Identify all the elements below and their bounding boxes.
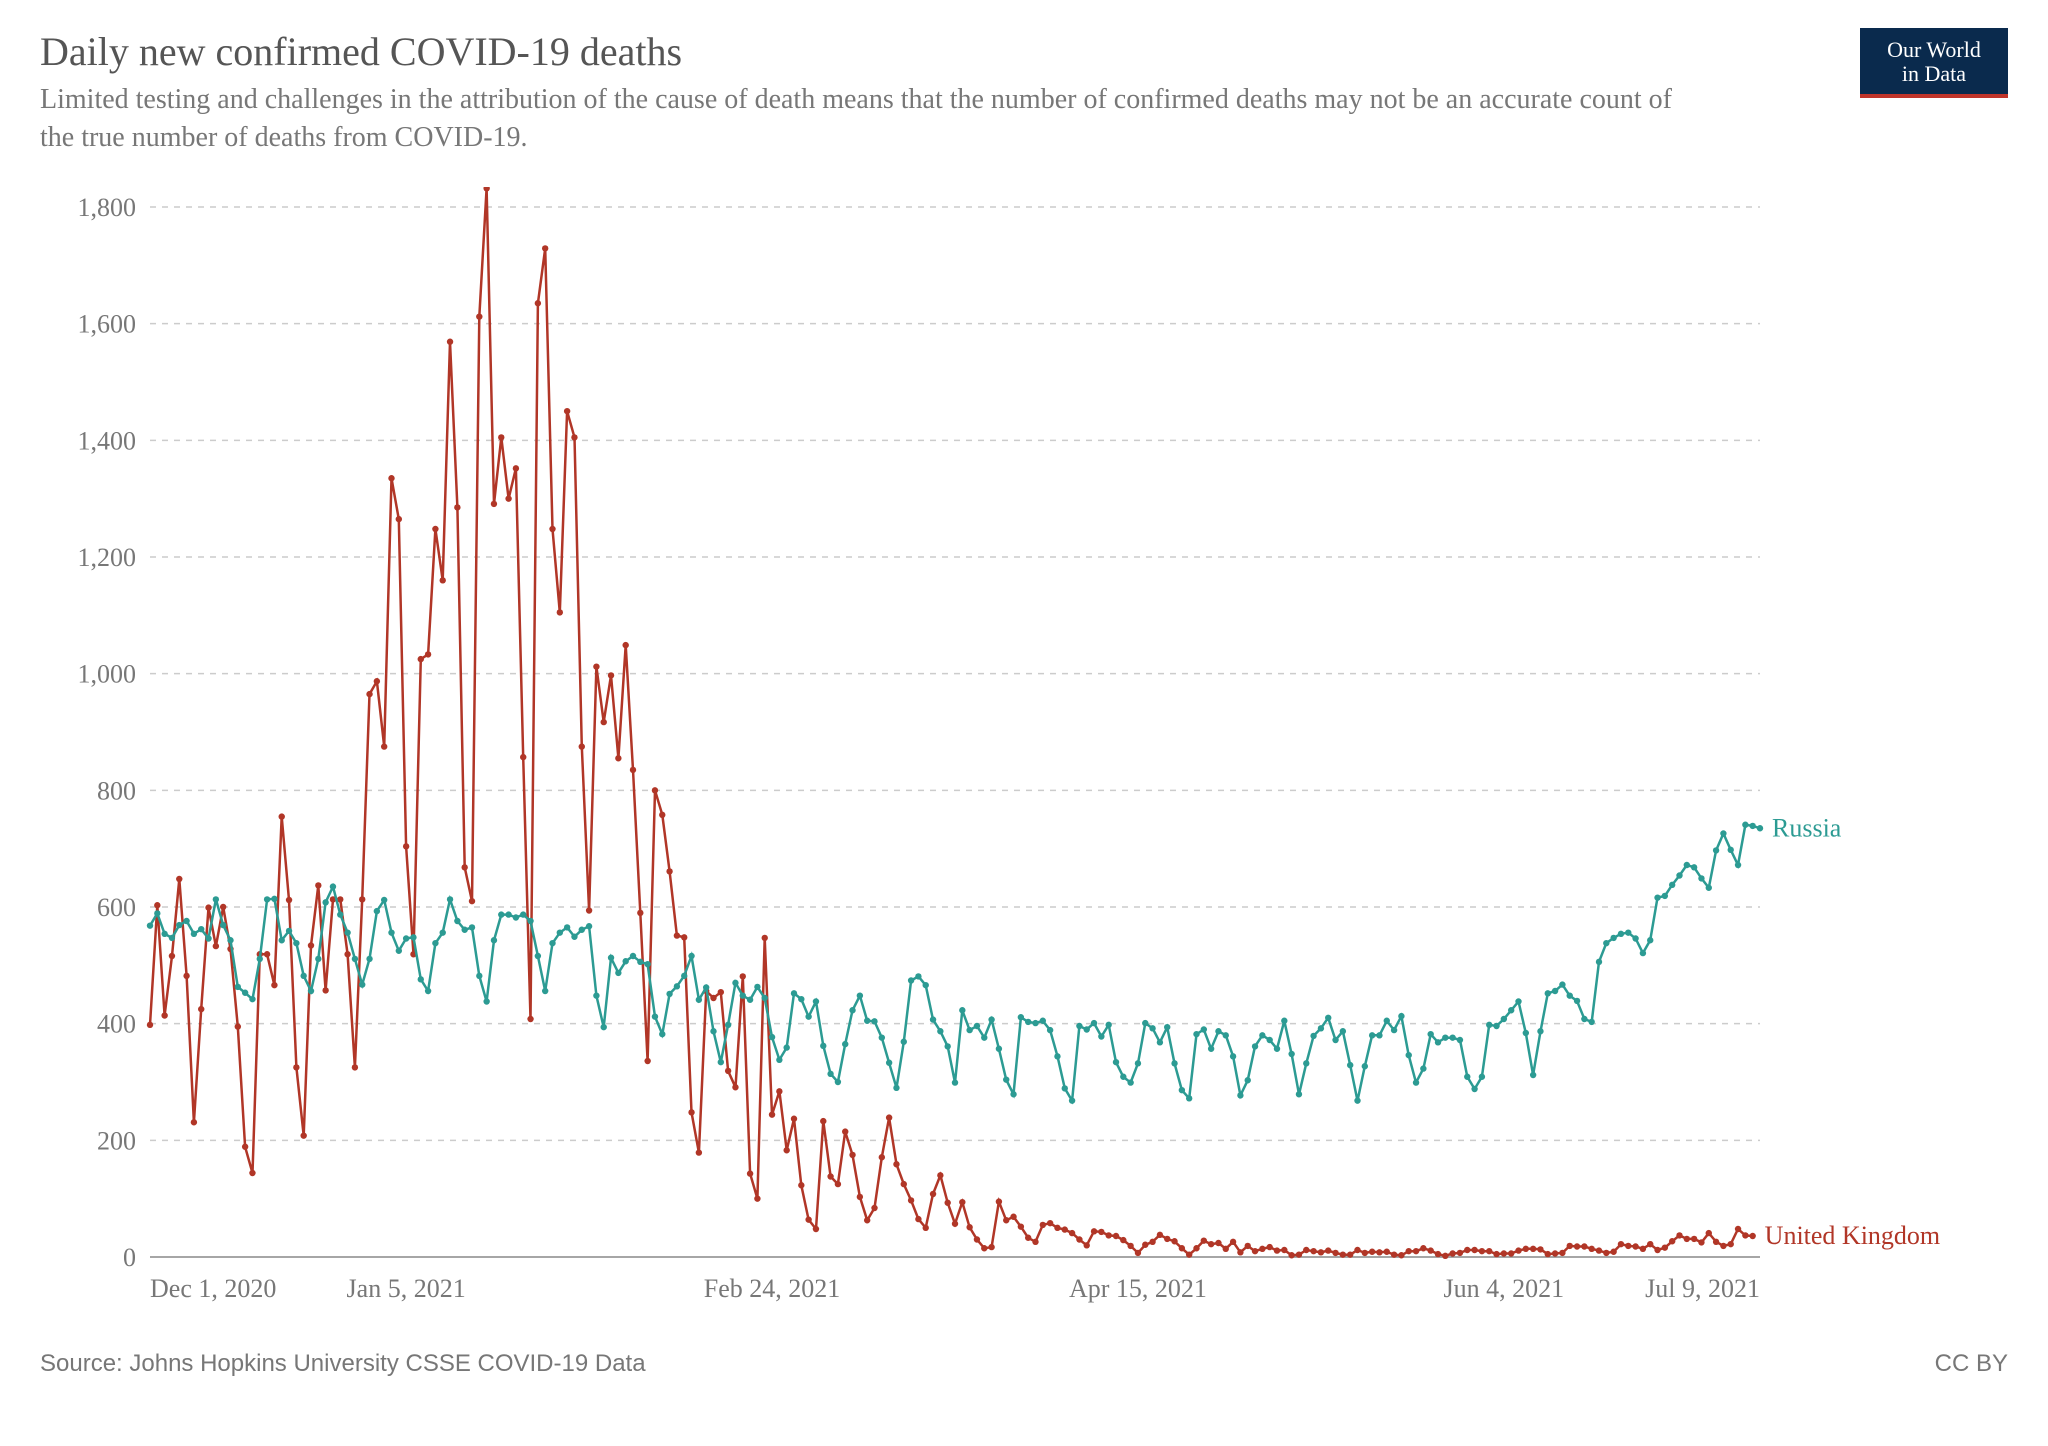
svg-text:Apr 15, 2021: Apr 15, 2021 bbox=[1069, 1274, 1207, 1303]
line-chart: 0 200 400 600 800 1,000 1,200 1,400 1,600 1,800 De… bbox=[40, 187, 2000, 1327]
chart-title: Daily new confirmed COVID-19 deaths bbox=[40, 28, 1690, 75]
svg-text:1,800: 1,800 bbox=[78, 193, 137, 222]
series-line-United Kingdom bbox=[150, 188, 1753, 1256]
series-label-Russia: Russia bbox=[1772, 813, 1842, 842]
svg-text:Jan 5, 2021: Jan 5, 2021 bbox=[347, 1274, 466, 1303]
svg-text:Jun 4, 2021: Jun 4, 2021 bbox=[1444, 1274, 1565, 1303]
svg-text:Feb 24, 2021: Feb 24, 2021 bbox=[704, 1274, 841, 1303]
owid-logo: Our Worldin Data bbox=[1860, 28, 2008, 98]
svg-text:1,400: 1,400 bbox=[78, 426, 137, 455]
svg-text:600: 600 bbox=[97, 893, 136, 922]
chart-subtitle: Limited testing and challenges in the at… bbox=[40, 81, 1690, 157]
svg-text:0: 0 bbox=[123, 1243, 136, 1272]
series-line-Russia bbox=[150, 824, 1760, 1100]
svg-text:1,000: 1,000 bbox=[78, 659, 137, 688]
license-text: CC BY bbox=[1935, 1350, 2008, 1378]
svg-text:400: 400 bbox=[97, 1009, 136, 1038]
header: Daily new confirmed COVID-19 deaths Limi… bbox=[40, 28, 2008, 157]
series-label-United Kingdom: United Kingdom bbox=[1765, 1221, 1941, 1250]
chart-area: 0 200 400 600 800 1,000 1,200 1,400 1,600 1,800 De… bbox=[40, 187, 2008, 1332]
svg-text:Dec 1, 2020: Dec 1, 2020 bbox=[150, 1274, 276, 1303]
svg-text:Jul 9, 2021: Jul 9, 2021 bbox=[1645, 1274, 1760, 1303]
svg-text:1,200: 1,200 bbox=[78, 543, 137, 572]
svg-text:200: 200 bbox=[97, 1126, 136, 1155]
chart-footer: Source: Johns Hopkins University CSSE CO… bbox=[40, 1350, 2008, 1378]
svg-text:800: 800 bbox=[97, 776, 136, 805]
svg-text:1,600: 1,600 bbox=[78, 309, 137, 338]
source-text: Source: Johns Hopkins University CSSE CO… bbox=[40, 1350, 646, 1378]
